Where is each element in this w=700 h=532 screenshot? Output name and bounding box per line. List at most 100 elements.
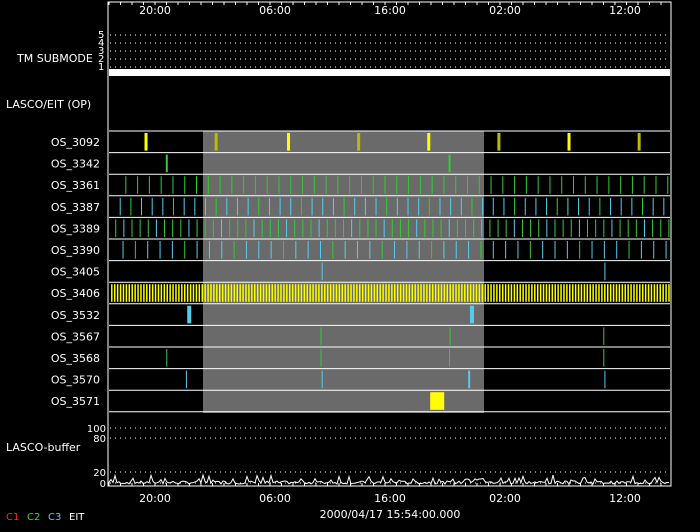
program-label: OS_3532 bbox=[51, 309, 100, 322]
event-mark bbox=[513, 284, 516, 302]
event-mark bbox=[588, 197, 590, 216]
program-row: OS_3342 bbox=[51, 152, 670, 173]
event-mark bbox=[131, 219, 133, 237]
event-mark bbox=[616, 241, 618, 259]
event-mark bbox=[641, 284, 644, 302]
program-row: OS_3571 bbox=[51, 389, 670, 410]
event-mark bbox=[665, 284, 667, 302]
event-mark bbox=[636, 284, 638, 302]
event-mark bbox=[151, 197, 153, 216]
event-mark bbox=[656, 284, 659, 302]
event-mark bbox=[455, 284, 457, 302]
event-mark bbox=[351, 219, 353, 237]
event-mark bbox=[557, 284, 559, 302]
event-mark bbox=[402, 284, 405, 302]
event-mark bbox=[261, 219, 263, 237]
event-mark bbox=[502, 176, 504, 194]
event-mark bbox=[370, 284, 373, 302]
event-mark bbox=[538, 219, 540, 237]
event-mark bbox=[184, 241, 186, 259]
event-mark bbox=[643, 219, 645, 237]
event-mark bbox=[208, 241, 210, 259]
event-mark bbox=[184, 176, 186, 194]
event-mark bbox=[405, 284, 408, 302]
event-mark bbox=[472, 284, 475, 302]
program-label: OS_3567 bbox=[51, 330, 100, 343]
top-tick-label: 06:00 bbox=[259, 4, 291, 17]
event-mark bbox=[302, 219, 304, 237]
event-mark bbox=[321, 262, 323, 281]
event-mark bbox=[595, 219, 597, 237]
event-mark bbox=[566, 284, 568, 302]
event-mark bbox=[171, 241, 173, 259]
event-mark bbox=[375, 219, 377, 237]
event-mark bbox=[347, 284, 349, 302]
event-mark bbox=[196, 241, 198, 259]
buffer-scale-label: 80 bbox=[93, 434, 106, 445]
event-mark bbox=[394, 241, 396, 259]
event-mark bbox=[466, 284, 469, 302]
event-mark bbox=[300, 197, 302, 216]
event-mark bbox=[440, 219, 442, 237]
program-row: OS_3389 bbox=[51, 216, 670, 237]
event-mark bbox=[376, 284, 379, 302]
event-mark bbox=[320, 327, 322, 345]
event-mark bbox=[517, 241, 519, 259]
event-mark bbox=[164, 219, 166, 237]
event-mark bbox=[542, 241, 544, 259]
bottom-tick-label: 16:00 bbox=[374, 492, 406, 505]
event-mark bbox=[268, 197, 270, 216]
event-mark bbox=[122, 284, 125, 302]
event-mark bbox=[391, 219, 393, 237]
program-row: OS_3361 bbox=[51, 173, 670, 194]
buffer-label: LASCO-buffer bbox=[6, 441, 81, 454]
event-mark bbox=[354, 197, 356, 216]
event-mark bbox=[367, 284, 370, 302]
event-mark bbox=[242, 284, 244, 302]
program-row: OS_3406 bbox=[51, 281, 670, 302]
event-mark bbox=[595, 284, 597, 302]
event-mark bbox=[408, 284, 411, 302]
event-mark bbox=[437, 284, 440, 302]
event-mark bbox=[256, 284, 259, 302]
event-mark bbox=[529, 241, 531, 259]
event-mark bbox=[549, 176, 551, 194]
event-mark bbox=[236, 284, 238, 302]
event-mark bbox=[294, 284, 297, 302]
event-mark bbox=[247, 197, 249, 216]
event-mark bbox=[277, 284, 279, 302]
bottom-tick-label: 06:00 bbox=[259, 492, 291, 505]
legend-item: EIT bbox=[69, 512, 85, 523]
event-mark bbox=[369, 241, 371, 259]
event-mark bbox=[394, 284, 396, 302]
event-mark bbox=[450, 197, 452, 216]
event-mark bbox=[655, 176, 657, 194]
event-mark bbox=[606, 284, 609, 302]
event-mark bbox=[213, 284, 215, 302]
event-mark bbox=[537, 176, 539, 194]
program-label: OS_3570 bbox=[51, 374, 100, 387]
event-mark bbox=[577, 284, 580, 302]
event-mark bbox=[207, 284, 209, 302]
event-mark bbox=[584, 176, 586, 194]
event-mark bbox=[295, 241, 297, 259]
event-mark bbox=[640, 241, 642, 259]
event-mark bbox=[604, 370, 606, 389]
event-mark bbox=[180, 219, 182, 237]
event-mark bbox=[166, 284, 168, 302]
event-mark bbox=[478, 284, 481, 302]
event-mark bbox=[291, 284, 294, 302]
event-mark bbox=[419, 176, 421, 194]
event-mark bbox=[195, 284, 198, 302]
event-mark bbox=[631, 197, 633, 216]
legend-item: C1 bbox=[6, 512, 19, 523]
event-mark bbox=[399, 219, 401, 237]
event-mark bbox=[266, 176, 268, 194]
program-row: OS_3567 bbox=[51, 324, 670, 345]
event-mark bbox=[283, 284, 285, 302]
tm-scale-label: 5 bbox=[98, 30, 104, 41]
tm-scale-label: 1 bbox=[98, 62, 104, 73]
event-mark bbox=[439, 197, 441, 216]
event-mark bbox=[248, 284, 250, 302]
